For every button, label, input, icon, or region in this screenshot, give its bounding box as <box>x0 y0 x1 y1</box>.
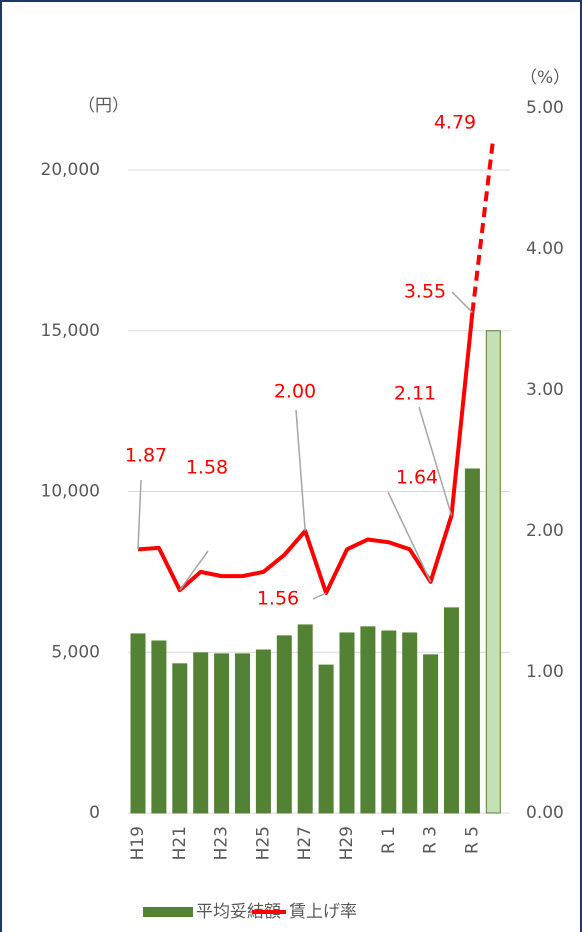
leader-line <box>179 550 209 591</box>
bar <box>193 652 209 814</box>
leader-line <box>418 406 453 516</box>
data-label: 1.87 <box>125 445 167 467</box>
y2-tick-label: 5.00 <box>526 98 564 118</box>
leader-line <box>451 291 473 313</box>
bar <box>381 630 397 814</box>
y-tick-label: 10,000 <box>41 482 100 502</box>
bar <box>318 664 334 814</box>
data-label: 1.64 <box>396 467 438 489</box>
bar <box>276 635 292 814</box>
data-label: 4.79 <box>434 112 476 134</box>
leader-line <box>312 592 327 600</box>
y-tick-label: 0 <box>89 803 100 823</box>
x-tick-label: H23 <box>212 826 232 860</box>
data-label: 2.00 <box>274 381 316 403</box>
line-dashed <box>470 137 496 313</box>
bar <box>402 632 418 814</box>
x-tick-label: H25 <box>253 826 273 860</box>
legend-label: 賃上げ率 <box>289 902 357 922</box>
bar <box>172 663 188 814</box>
bar <box>485 330 501 814</box>
data-label: 1.56 <box>257 588 299 610</box>
bar <box>151 640 167 814</box>
bar <box>235 653 250 814</box>
data-label: 2.11 <box>394 383 436 405</box>
legend-swatch <box>143 907 193 917</box>
y2-tick-label: 2.00 <box>526 521 564 541</box>
y2-unit-label: （%） <box>520 68 570 88</box>
bar <box>130 633 146 814</box>
x-tick-label: R 5 <box>462 826 482 854</box>
bar <box>255 649 271 814</box>
bar <box>464 468 480 814</box>
bar <box>360 626 376 814</box>
y-tick-label: 20,000 <box>41 160 100 180</box>
y2-tick-label: 4.00 <box>526 239 564 259</box>
bar <box>423 654 439 814</box>
x-tick-label: R 1 <box>379 826 399 854</box>
data-label: 1.58 <box>186 457 228 479</box>
x-tick-label: H29 <box>337 826 357 860</box>
y-unit-label: （円） <box>78 96 129 116</box>
bar <box>297 624 313 814</box>
bar <box>444 607 459 814</box>
x-tick-label: H21 <box>170 826 190 860</box>
y2-tick-label: 1.00 <box>526 662 564 682</box>
leader-line <box>137 479 142 550</box>
data-label: 3.55 <box>404 281 446 303</box>
y2-tick-label: 3.00 <box>526 380 564 400</box>
x-tick-label: H27 <box>295 826 315 860</box>
bar <box>214 653 230 814</box>
legend-label: 平均妥結額 <box>196 902 281 922</box>
y-tick-label: 15,000 <box>41 321 100 341</box>
y2-tick-label: 0.00 <box>526 803 564 823</box>
y-tick-label: 5,000 <box>51 642 100 662</box>
x-tick-label: R 3 <box>421 826 441 854</box>
leader-line <box>295 409 306 532</box>
leader-line <box>387 491 432 583</box>
bar <box>339 632 355 814</box>
x-tick-label: H19 <box>128 826 148 860</box>
